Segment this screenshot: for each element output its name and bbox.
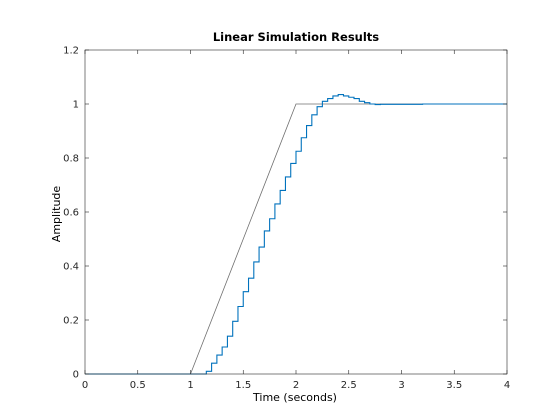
x-axis-label: Time (seconds) [252, 391, 337, 404]
y-axis-label: Amplitude [50, 186, 63, 243]
y-tick-label: 1.2 [63, 46, 79, 57]
y-tick-label: 0.6 [63, 208, 79, 219]
response-series-line [85, 94, 507, 375]
y-tick-label: 0 [73, 370, 79, 381]
y-tick-label: 0.8 [63, 154, 79, 165]
x-tick-label: 1 [187, 380, 193, 391]
x-tick-label: 3 [398, 380, 404, 391]
x-tick-label: 3.5 [446, 380, 462, 391]
y-tick-label: 0.4 [63, 262, 79, 273]
y-axis-ticks: 0 0.2 0.4 0.6 0.8 1 1.2 [63, 46, 507, 381]
x-tick-label: 0.5 [130, 380, 146, 391]
y-tick-label: 1 [73, 100, 79, 111]
x-axis-ticks: 0 0.5 1 1.5 2 2.5 3 3.5 4 [82, 50, 510, 391]
x-tick-label: 0 [82, 380, 88, 391]
plot-area [85, 50, 507, 374]
y-tick-label: 0.2 [63, 316, 79, 327]
chart-title: Linear Simulation Results [213, 30, 379, 44]
x-tick-label: 4 [504, 380, 510, 391]
x-tick-label: 2 [293, 380, 299, 391]
x-tick-label: 2.5 [341, 380, 357, 391]
x-tick-label: 1.5 [235, 380, 251, 391]
